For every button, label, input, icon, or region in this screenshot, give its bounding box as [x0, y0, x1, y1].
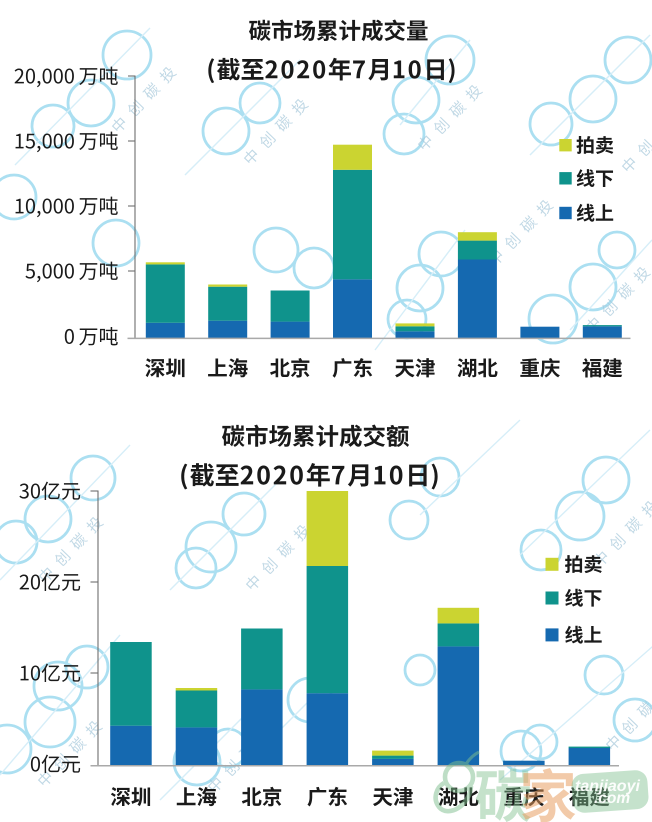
svg-text:tanjiaoyi: tanjiaoyi: [575, 778, 640, 795]
svg-text:.com: .com: [594, 790, 630, 807]
